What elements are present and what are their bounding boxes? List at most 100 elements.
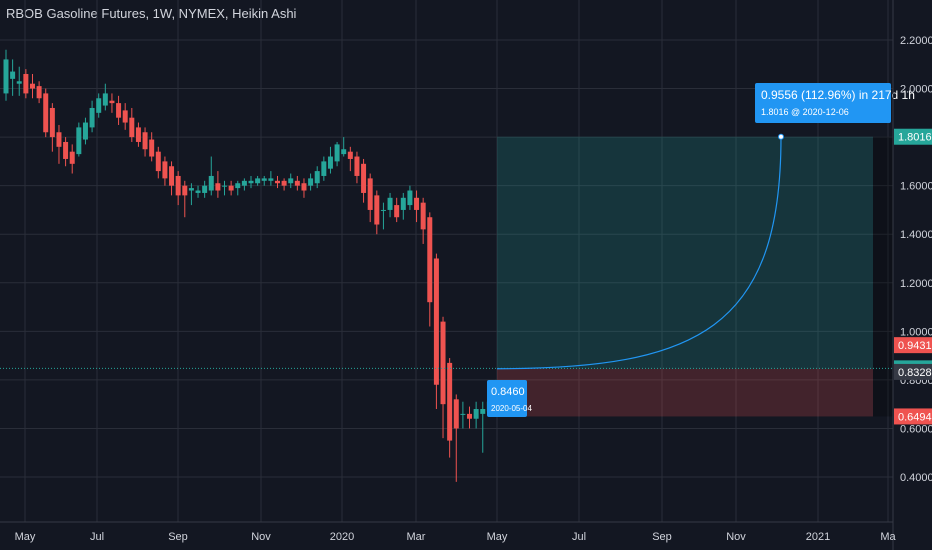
- y-tick-label: 2.2000: [900, 35, 932, 47]
- candle-body: [29, 83, 35, 89]
- x-tick-label: 2020: [330, 531, 354, 543]
- candle-body: [334, 144, 340, 162]
- candle-body: [169, 166, 175, 186]
- candle-body: [460, 413, 466, 415]
- price-label-box: [894, 408, 932, 425]
- candle-body: [480, 409, 486, 414]
- candle-body: [347, 151, 353, 159]
- candle-body: [453, 399, 459, 429]
- candle-body: [135, 127, 141, 142]
- candle-body: [69, 151, 75, 164]
- candle-body: [49, 107, 55, 138]
- price-label-text: 0.9431: [898, 340, 932, 352]
- candle-body: [433, 258, 439, 385]
- candle-body: [228, 185, 234, 191]
- candle-body: [255, 178, 261, 184]
- candle-body: [354, 156, 360, 176]
- candle-body: [268, 178, 274, 181]
- candle-body: [82, 122, 88, 140]
- time-axis[interactable]: May Jul Sep Nov 2020 Mar May Jul Sep Nov 2021 Ma: [0, 521, 897, 543]
- zone-edge: [873, 136, 893, 417]
- candle-body: [23, 73, 29, 94]
- price-label-text: 0.6494: [898, 411, 932, 423]
- y-tick-label: 1.6000: [900, 181, 932, 193]
- candle-body: [215, 183, 221, 191]
- x-tick-label: May: [15, 531, 36, 543]
- candle-body: [321, 161, 327, 176]
- candle-body: [361, 163, 367, 193]
- price-label: 0.8328: [894, 363, 932, 380]
- entry-annotation: 0.8460 2020-05-04: [487, 380, 532, 417]
- candle-body: [314, 171, 320, 184]
- candle-body: [208, 175, 214, 191]
- candle-body: [248, 180, 254, 184]
- target-annotation-line1: 0.9556 (112.96%) in 217d 1h: [761, 88, 915, 102]
- candle-body: [261, 178, 267, 181]
- price-label-text: 1.8016: [898, 132, 932, 144]
- y-tick-label: 1.0000: [900, 326, 932, 338]
- candle-body: [407, 190, 413, 206]
- target-annotation-box: [755, 83, 891, 123]
- candle-body: [341, 149, 347, 155]
- candle-body: [274, 180, 280, 184]
- x-tick-label: Jul: [90, 531, 104, 543]
- candle-body: [10, 71, 16, 79]
- candle-body: [43, 93, 49, 133]
- candle-body: [420, 202, 426, 230]
- x-tick-label: Nov: [726, 531, 746, 543]
- entry-annotation-line2: 2020-05-04: [491, 404, 532, 413]
- candle-body: [155, 151, 161, 172]
- position-zones: [497, 136, 893, 417]
- x-tick-label: Mar: [407, 531, 426, 543]
- candle-body: [447, 362, 453, 441]
- target-annotation-line2: 1.8016 @ 2020-12-06: [761, 107, 849, 117]
- candle-body: [96, 98, 102, 113]
- candle-body: [327, 156, 333, 169]
- price-axis[interactable]: 2.20002.00001.80001.60001.40001.20001.00…: [892, 0, 932, 550]
- candle-body: [414, 197, 420, 210]
- candle-body: [281, 180, 287, 186]
- candle-body: [129, 117, 135, 138]
- candle-body: [36, 86, 42, 99]
- y-tick-label: 1.2000: [900, 278, 932, 290]
- price-label: 0.6494: [894, 408, 932, 425]
- x-tick-label: Sep: [652, 531, 672, 543]
- candle-body: [400, 197, 406, 210]
- price-label-box: [894, 337, 932, 354]
- candle-body: [308, 178, 314, 186]
- x-tick-label: Jul: [572, 531, 586, 543]
- candle-body: [222, 185, 228, 187]
- loss-zone: [497, 368, 873, 417]
- x-tick-label: Sep: [168, 531, 188, 543]
- candle-body: [467, 413, 473, 419]
- candle-body: [63, 141, 69, 159]
- candle-body: [175, 175, 181, 196]
- target-annotation: 0.9556 (112.96%) in 217d 1h 1.8016 @ 2020…: [755, 83, 915, 123]
- candle-body: [195, 190, 201, 193]
- candle-body: [116, 103, 122, 118]
- x-tick-label: May: [487, 531, 508, 543]
- projection-curve: [496, 136, 782, 370]
- candle-body: [367, 178, 373, 210]
- candle-body: [162, 161, 168, 179]
- candle-body: [56, 132, 62, 147]
- candle-body: [427, 217, 433, 303]
- x-tick-label: Ma: [880, 531, 896, 543]
- entry-annotation-box: [487, 380, 527, 417]
- candle-body: [301, 183, 307, 191]
- target-point: [778, 133, 784, 140]
- y-tick-label: 0.6000: [900, 423, 932, 435]
- position-overlay: 0.9556 (112.96%) in 217d 1h 1.8016 @ 2020…: [0, 83, 915, 417]
- x-tick-label: Nov: [251, 531, 271, 543]
- candle-body: [394, 205, 400, 218]
- candle-body: [89, 107, 95, 128]
- price-label-box: [894, 128, 932, 145]
- candle-body: [149, 139, 155, 157]
- candle-body: [288, 178, 294, 184]
- price-label-text: 0.8328: [898, 367, 932, 379]
- candle-body: [235, 183, 241, 189]
- x-tick-label: 2021: [806, 531, 830, 543]
- entry-annotation-line1: 0.8460: [491, 386, 525, 398]
- candle-body: [440, 321, 446, 405]
